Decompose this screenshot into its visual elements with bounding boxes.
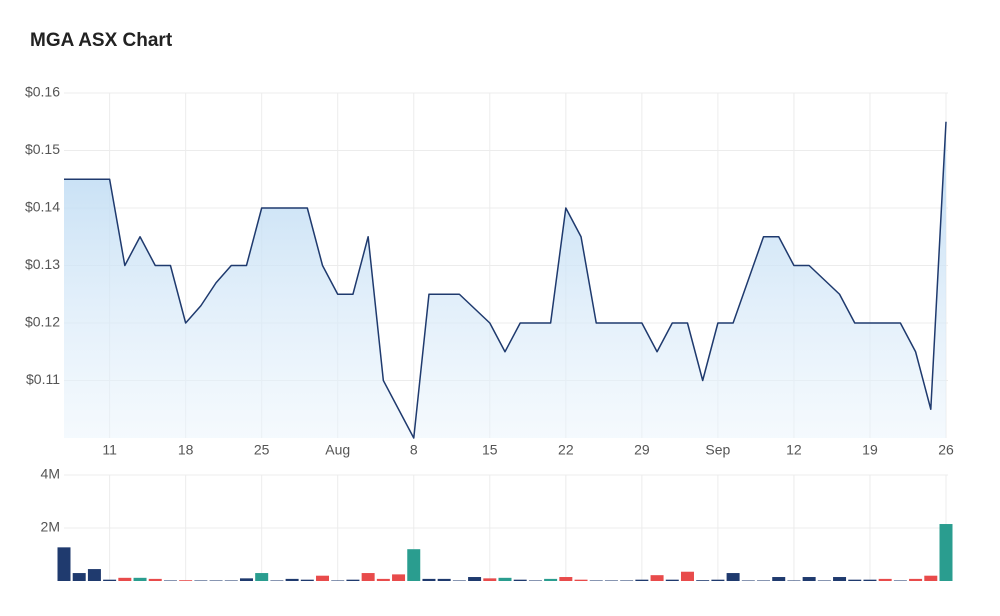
x-tick-label: 15 <box>482 442 498 458</box>
volume-bar <box>680 571 694 581</box>
volume-bar <box>209 580 223 581</box>
volume-bar <box>498 577 512 581</box>
volume-bar <box>528 580 542 581</box>
x-tick-label: 25 <box>254 442 270 458</box>
area-fill <box>64 121 946 438</box>
volume-bar <box>331 580 345 581</box>
volume-bar <box>346 579 360 581</box>
volume-bar <box>270 580 284 581</box>
volume-bar <box>468 577 482 581</box>
x-tick-label: Sep <box>705 442 730 458</box>
x-tick-label: 26 <box>938 442 954 458</box>
volume-bar <box>483 578 497 581</box>
x-tick-label: 11 <box>102 442 117 458</box>
volume-bar <box>133 577 147 581</box>
volume-bar <box>544 578 558 581</box>
volume-bar <box>665 579 679 581</box>
volume-bar <box>285 578 299 581</box>
volume-bar <box>802 577 816 581</box>
x-tick-label: 12 <box>786 442 802 458</box>
volume-bar <box>87 569 101 581</box>
volume-bar <box>300 579 314 581</box>
volume-bar <box>437 578 451 581</box>
volume-bar <box>361 573 375 581</box>
volume-bar <box>179 580 193 581</box>
volume-bar <box>376 578 390 581</box>
x-tick-label: 29 <box>634 442 650 458</box>
volume-bar <box>757 580 771 581</box>
volume-bar <box>589 580 603 581</box>
x-tick-label: 8 <box>410 442 418 458</box>
volume-bar <box>72 573 86 581</box>
volume-bar <box>909 578 923 581</box>
volume-bar <box>103 579 117 581</box>
volume-bar <box>163 580 177 581</box>
volume-bar <box>726 573 740 581</box>
y-tick-label: $0.14 <box>25 199 60 215</box>
volume-bar <box>620 580 634 581</box>
volume-bar <box>772 577 786 581</box>
y-tick-label: $0.16 <box>25 84 60 100</box>
volume-bar <box>711 579 725 581</box>
volume-bar <box>57 547 71 581</box>
volume-bar <box>635 579 649 581</box>
volume-bar <box>863 579 877 581</box>
y-tick-label: $0.12 <box>25 314 60 330</box>
x-tick-label: Aug <box>325 442 350 458</box>
x-tick-label: 22 <box>558 442 574 458</box>
volume-bar <box>559 577 573 581</box>
volume-bar <box>924 575 938 581</box>
volume-bar <box>650 575 664 581</box>
y-tick-label: 2M <box>41 519 60 535</box>
volume-bar <box>407 549 421 581</box>
volume-bar <box>787 580 801 581</box>
volume-bar <box>848 579 862 581</box>
volume-bar <box>316 575 330 581</box>
y-tick-label: $0.11 <box>26 371 60 387</box>
volume-bar <box>392 574 406 581</box>
y-tick-label: $0.15 <box>25 141 60 157</box>
y-tick-label: $0.13 <box>25 256 60 272</box>
volume-bar <box>452 580 466 581</box>
x-tick-label: 19 <box>862 442 878 458</box>
volume-bar <box>574 579 588 581</box>
volume-bar <box>817 580 831 581</box>
volume-bar <box>118 577 132 581</box>
volume-bar <box>741 580 755 581</box>
price-line <box>64 121 947 439</box>
volume-bar <box>878 578 892 581</box>
volume-bar <box>939 524 953 581</box>
x-tick-label: 18 <box>178 442 194 458</box>
volume-bar <box>148 578 162 581</box>
volume-bar <box>255 573 269 581</box>
volume-bar <box>239 578 253 581</box>
chart-title: MGA ASX Chart <box>30 30 173 51</box>
volume-bar <box>696 580 710 581</box>
volume-bar <box>893 580 907 581</box>
volume-bar <box>513 579 527 581</box>
volume-bar <box>604 580 618 581</box>
volume-bar <box>422 578 436 581</box>
volume-bar <box>194 580 208 581</box>
volume-bar <box>224 580 238 581</box>
volume-bar <box>833 577 847 581</box>
y-tick-label: 4M <box>41 466 60 482</box>
